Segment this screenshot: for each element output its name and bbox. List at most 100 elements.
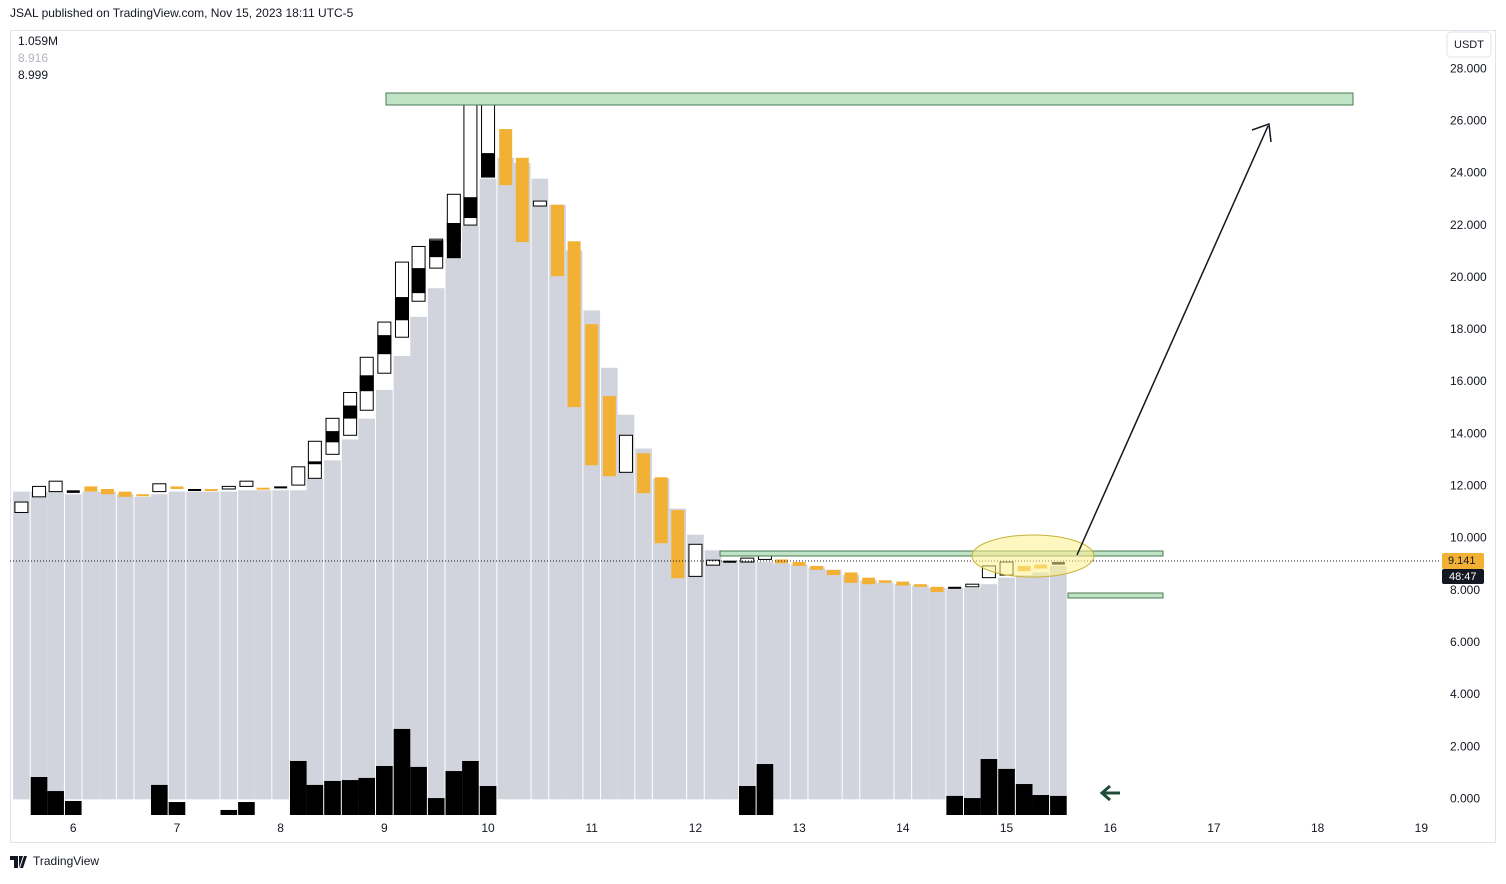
highlight <box>971 534 1095 578</box>
candle-body <box>32 485 47 498</box>
y-tick-label: 24.000 <box>1450 166 1487 180</box>
volume-bar <box>479 786 497 815</box>
scroll-arrow[interactable] <box>1099 784 1120 802</box>
column <box>376 389 393 800</box>
volume-bar <box>358 777 376 815</box>
column <box>238 490 255 800</box>
footer: TradingView <box>33 854 99 868</box>
x-tick-label: 7 <box>174 821 181 835</box>
volume-bar <box>168 802 186 815</box>
column <box>341 439 359 800</box>
candle-block <box>411 268 426 294</box>
countdown-box <box>1442 568 1484 584</box>
candle-body <box>723 560 737 563</box>
column <box>617 414 635 800</box>
candle-body <box>188 489 202 492</box>
candle-body <box>740 557 755 563</box>
y-tick-label: 26.000 <box>1450 113 1487 127</box>
candle-body <box>826 569 840 576</box>
x-tick-label: 8 <box>277 821 284 835</box>
column <box>220 491 238 800</box>
column <box>1032 572 1050 800</box>
candle-body <box>204 489 218 492</box>
column <box>721 560 738 800</box>
candle-block <box>377 335 392 355</box>
x-tick-label: 10 <box>481 821 495 835</box>
candle-body <box>152 483 167 493</box>
candle-body <box>688 543 703 577</box>
y-tick-label: 22.000 <box>1450 218 1487 232</box>
currency-button[interactable] <box>1446 31 1492 58</box>
candle-body <box>239 480 254 487</box>
candle-body <box>515 157 529 243</box>
volume-bar <box>151 784 168 815</box>
volume-bar <box>341 780 359 815</box>
candle-body <box>896 581 910 586</box>
column <box>738 562 756 800</box>
column <box>358 418 376 800</box>
candle-body <box>136 494 150 497</box>
volume-bar <box>1050 795 1067 815</box>
x-tick-label: 17 <box>1207 821 1221 835</box>
candle-body <box>118 491 132 497</box>
volume-bar <box>376 766 393 815</box>
column <box>64 494 82 800</box>
column <box>306 478 324 800</box>
volume-bar <box>30 777 48 815</box>
candle-body <box>84 486 98 492</box>
volume-bar <box>306 784 324 815</box>
volume-bar <box>64 800 82 815</box>
volume-bar <box>238 802 255 815</box>
column <box>445 258 463 800</box>
candle-body <box>948 586 962 589</box>
volume-bar <box>946 795 964 815</box>
column <box>289 490 307 800</box>
candle-body <box>221 485 236 490</box>
volume-bar <box>445 771 463 815</box>
candle-block <box>307 461 322 465</box>
column <box>704 550 722 800</box>
candle-body <box>618 434 633 473</box>
legend-value: 8.999 <box>18 68 48 82</box>
column <box>980 584 998 800</box>
y-tick-label: 12.000 <box>1450 479 1487 493</box>
candle-body <box>792 562 806 566</box>
x-tick-label: 13 <box>792 821 806 835</box>
column <box>1015 575 1033 800</box>
column <box>30 491 48 800</box>
candle-body <box>585 324 599 466</box>
column <box>427 288 445 800</box>
y-tick-label: 10.000 <box>1450 531 1487 545</box>
y-tick-label: 16.000 <box>1450 374 1487 388</box>
arrow-line <box>1076 125 1269 556</box>
candle-block <box>325 431 340 443</box>
candle-body <box>291 466 306 486</box>
column <box>687 534 704 800</box>
x-tick-label: 15 <box>1000 821 1014 835</box>
column <box>790 564 808 800</box>
y-tick-label: 8.000 <box>1450 583 1480 597</box>
volume-bar <box>1015 784 1033 815</box>
column <box>652 478 670 800</box>
volume-bar <box>324 780 341 815</box>
column <box>272 490 289 800</box>
candle-body <box>100 489 114 495</box>
frame <box>10 30 1496 843</box>
column <box>998 577 1015 800</box>
column <box>99 491 116 800</box>
drawings <box>385 92 1354 802</box>
column <box>202 491 220 800</box>
column <box>756 562 774 800</box>
volume-bar <box>47 791 64 815</box>
candle-body <box>14 501 29 513</box>
candle-body <box>48 480 63 493</box>
x-tick-label: 6 <box>70 821 77 835</box>
candle-body <box>930 586 944 593</box>
volume-bar <box>220 809 238 815</box>
volume-bar <box>1032 795 1050 815</box>
column <box>410 316 427 800</box>
y-tick-label: 0.000 <box>1450 792 1480 806</box>
candle-block <box>429 240 444 258</box>
volume-bar <box>964 798 981 815</box>
